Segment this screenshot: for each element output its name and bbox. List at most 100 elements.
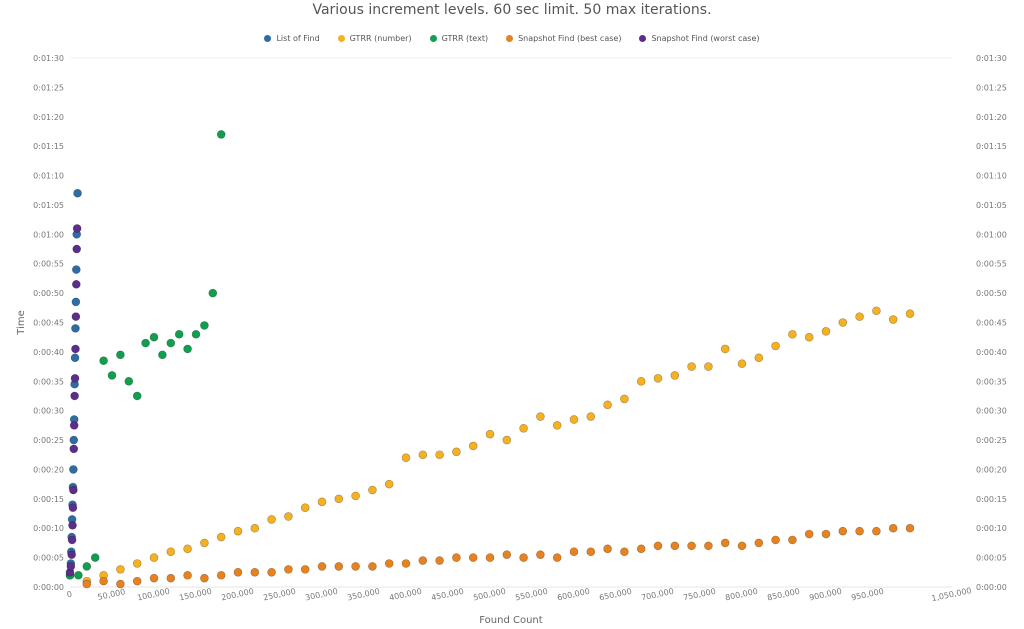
data-point-gtrr-number [300, 503, 310, 512]
data-point-snapshot-find-best-case [855, 526, 864, 536]
y-tick-label-right: 0:00:15 [976, 495, 1007, 504]
y-tick-label-right: 0:01:15 [976, 142, 1007, 151]
data-point-snapshot-find-best-case [200, 573, 209, 583]
data-point-gtrr-text [132, 391, 142, 401]
data-point-snapshot-find-best-case [519, 553, 528, 562]
data-point-snapshot-find-worst-case [69, 444, 79, 454]
data-point-snapshot-find-best-case [99, 576, 108, 586]
data-point-gtrr-number [502, 435, 512, 445]
y-tick-label: 0:00:25 [33, 436, 64, 445]
data-point-list-of-find [69, 465, 78, 474]
y-tick-label: 0:00:50 [33, 289, 64, 298]
legend-item[interactable]: Snapshot Find (worst case) [639, 34, 760, 43]
x-axis-title: Found Count [479, 615, 542, 626]
data-point-snapshot-find-best-case [569, 547, 579, 557]
data-point-gtrr-number [183, 544, 192, 554]
data-point-snapshot-find-best-case [804, 529, 814, 539]
data-point-snapshot-find-best-case [401, 559, 411, 568]
data-point-snapshot-find-worst-case [72, 244, 82, 254]
data-point-snapshot-find-best-case [502, 550, 512, 559]
y-tick-label: 0:00:05 [33, 554, 64, 563]
y-tick-label: 0:01:25 [33, 83, 64, 92]
data-point-list-of-find [71, 324, 80, 333]
data-point-snapshot-find-worst-case [72, 279, 81, 289]
data-point-gtrr-number [250, 523, 260, 533]
data-point-snapshot-find-best-case [620, 547, 629, 557]
y-tick-label-right: 0:00:00 [976, 583, 1007, 592]
data-point-gtrr-number [519, 423, 528, 433]
data-point-gtrr-number [636, 376, 646, 386]
y-tick-label: 0:01:10 [33, 172, 64, 181]
data-point-gtrr-number [720, 344, 730, 354]
y-tick-label-right: 0:00:05 [976, 554, 1007, 563]
data-point-snapshot-find-best-case [872, 526, 881, 536]
data-point-snapshot-find-best-case [905, 523, 915, 533]
y-tick-label: 0:00:45 [33, 319, 64, 328]
legend-item[interactable]: Snapshot Find (best case) [506, 34, 621, 43]
data-point-gtrr-text [191, 329, 201, 339]
data-point-snapshot-find-best-case [771, 535, 780, 545]
legend: List of Find GTRR (number) GTRR (text) Snap… [0, 34, 1024, 43]
legend-item[interactable]: GTRR (text) [429, 34, 488, 43]
data-point-gtrr-number [418, 450, 428, 460]
data-point-gtrr-number [384, 479, 394, 489]
data-point-list-of-find [73, 188, 82, 198]
y-tick-label: 0:00:00 [33, 583, 64, 592]
x-tick-label: 950,000 [850, 587, 884, 603]
data-point-snapshot-find-best-case [670, 541, 680, 551]
data-point-snapshot-find-best-case [149, 573, 159, 583]
x-tick-label: 900,000 [808, 587, 842, 603]
data-point-gtrr-number [888, 315, 898, 324]
data-point-snapshot-find-best-case [687, 541, 696, 551]
y-tick-label-right: 0:00:45 [976, 319, 1007, 328]
data-point-gtrr-number [905, 309, 915, 318]
data-point-gtrr-text [158, 350, 167, 360]
data-point-snapshot-find-best-case [351, 562, 360, 571]
data-point-gtrr-number [804, 332, 814, 342]
legend-swatch [639, 35, 647, 42]
data-point-gtrr-number [334, 494, 344, 504]
data-point-gtrr-text [216, 130, 226, 139]
data-point-snapshot-find-worst-case [69, 421, 79, 430]
legend-item[interactable]: GTRR (number) [337, 34, 412, 43]
data-point-gtrr-text [166, 338, 176, 348]
data-point-snapshot-find-best-case [418, 556, 428, 565]
data-point-gtrr-number [351, 491, 360, 501]
x-tick-label: 300,000 [304, 587, 338, 603]
data-point-gtrr-number [233, 526, 243, 536]
data-point-gtrr-number [653, 374, 663, 383]
x-tick-label: 600,000 [556, 587, 590, 603]
data-point-gtrr-number [788, 329, 797, 339]
data-point-snapshot-find-worst-case [67, 550, 76, 559]
data-point-gtrr-number [317, 497, 327, 507]
legend-item[interactable]: List of Find [264, 34, 320, 43]
y-tick-label-right: 0:00:25 [976, 436, 1007, 445]
x-tick-label: 500,000 [472, 587, 506, 603]
data-point-snapshot-find-best-case [284, 565, 293, 574]
data-point-snapshot-find-worst-case [72, 224, 82, 233]
x-tick-label: 400,000 [388, 587, 422, 603]
data-point-snapshot-find-best-case [300, 565, 310, 574]
y-tick-label-right: 0:00:30 [976, 407, 1007, 416]
data-point-gtrr-number [586, 412, 596, 421]
x-tick-label: 1,050,000 [931, 586, 973, 603]
x-tick-label: 50,000 [97, 587, 126, 602]
data-point-snapshot-find-worst-case [70, 391, 79, 401]
data-point-gtrr-number [855, 312, 864, 321]
data-point-snapshot-find-worst-case [69, 485, 78, 495]
data-point-gtrr-number [116, 565, 125, 574]
data-point-gtrr-text [116, 350, 125, 360]
x-tick-label: 700,000 [640, 587, 674, 603]
data-point-snapshot-find-best-case [166, 573, 176, 583]
chart-title: Various increment levels. 60 sec limit. … [312, 2, 712, 18]
y-tick-label-right: 0:00:35 [976, 377, 1007, 386]
legend-swatch [264, 35, 272, 42]
y-tick-label: 0:01:15 [33, 142, 64, 151]
data-point-gtrr-text [82, 562, 92, 571]
data-point-gtrr-number [737, 359, 747, 368]
data-point-snapshot-find-best-case [737, 541, 747, 551]
data-point-snapshot-find-best-case [183, 570, 192, 580]
y-tick-label-right: 0:00:55 [976, 260, 1007, 269]
y-tick-label-right: 0:00:10 [976, 524, 1007, 533]
data-point-list-of-find [71, 297, 81, 307]
